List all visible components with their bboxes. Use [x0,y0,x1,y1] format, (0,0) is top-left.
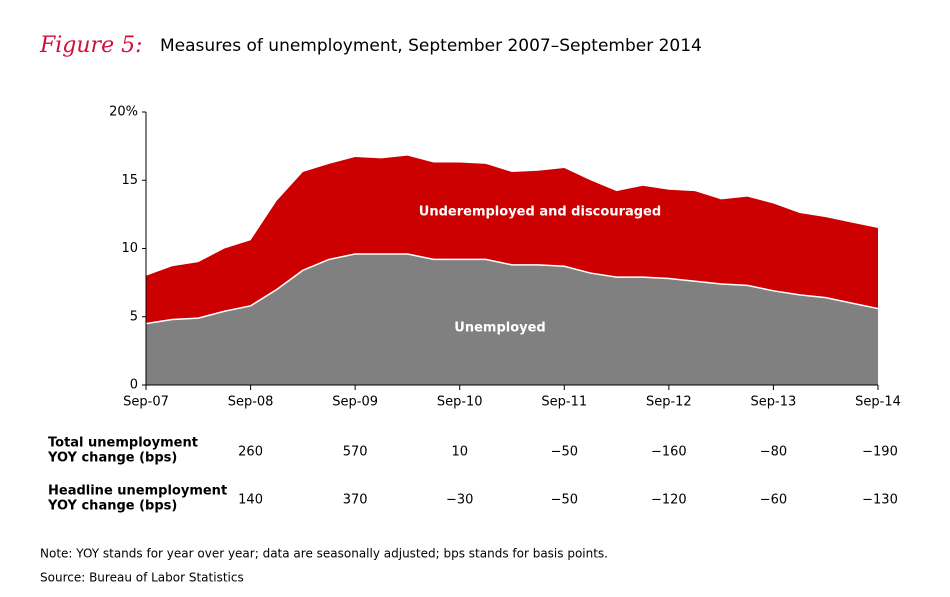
row-label: Headline unemployment [48,484,227,499]
y-tick-label: 0 [130,378,138,393]
table-cell: −120 [651,493,687,508]
row-label: YOY change (bps) [47,499,177,514]
area [146,253,878,385]
x-tick-label: Sep-12 [646,395,692,410]
x-tick-label: Sep-07 [123,395,169,410]
area-label: Unemployed [454,321,545,336]
table-cell: 140 [238,493,263,508]
x-tick-label: Sep-08 [228,395,274,410]
source: Source: Bureau of Labor Statistics [40,571,244,585]
y-tick-label: 5 [130,309,138,324]
table-cell: −50 [551,445,578,460]
area-boundary [145,253,879,325]
y-tick-label: 15 [121,173,138,188]
figure-label: Figure 5: [39,33,143,58]
area-label: Underemployed and discouraged [419,205,661,220]
table-cell: −130 [862,493,898,508]
table-cell: 260 [238,445,263,460]
table-cell: −30 [446,493,473,508]
x-tick-label: Sep-13 [751,395,797,410]
x-tick-label: Sep-09 [332,395,378,410]
table-cell: −190 [862,445,898,460]
table-cell: 370 [343,493,368,508]
y-tick-label: 20% [109,105,138,120]
table-cell: 570 [343,445,368,460]
table-cell: 10 [451,445,468,460]
x-tick-label: Sep-10 [437,395,483,410]
table-cell: −60 [760,493,787,508]
y-tick-label: 10 [121,241,138,256]
x-tick-label: Sep-14 [855,395,901,410]
x-tick-label: Sep-11 [541,395,587,410]
chart-title: Measures of unemployment, September 2007… [160,36,702,56]
area [146,155,878,324]
table-cell: −50 [551,493,578,508]
row-label: YOY change (bps) [47,451,177,466]
row-label: Total unemployment [48,436,198,451]
table-cell: −80 [760,445,787,460]
table-cell: −160 [651,445,687,460]
note: Note: YOY stands for year over year; dat… [40,547,608,561]
